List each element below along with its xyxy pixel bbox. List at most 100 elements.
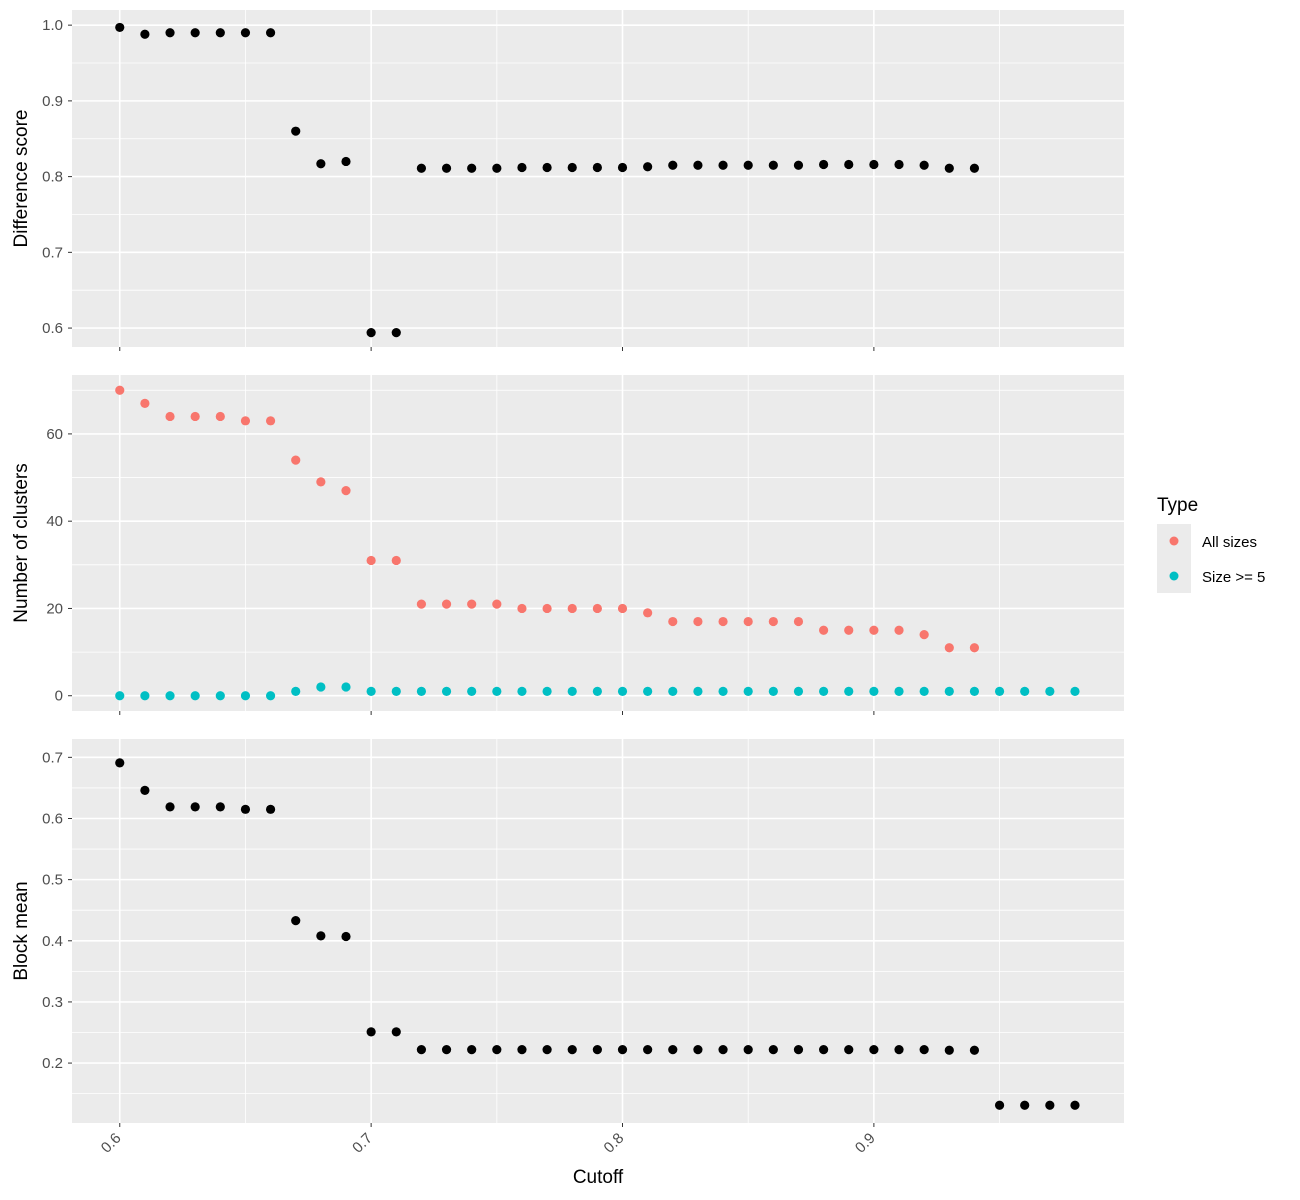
x-axis-title: Cutoff [573,1167,624,1188]
data-point [768,160,778,170]
data-point [567,603,577,614]
data-point [768,616,778,627]
data-point [743,160,753,170]
data-point [869,159,879,170]
y-tick-label: 0.2 [42,1055,63,1072]
data-point [793,686,804,696]
data-point [115,22,125,33]
data-point [291,686,301,696]
data-point [140,691,150,701]
data-point [693,616,703,627]
data-point [668,1045,678,1055]
data-point [819,1045,829,1055]
data-point [768,686,778,696]
data-point [944,1045,954,1055]
data-point [140,785,150,795]
data-point [467,686,477,696]
data-point [844,625,854,635]
data-point [366,686,376,696]
panel-background [72,10,1124,347]
data-point [944,686,954,696]
data-point [215,411,225,422]
y-tick-label: 0.7 [42,244,63,261]
data-point [215,691,225,701]
data-point [190,411,200,422]
data-point [240,691,251,701]
y-tick-label: 0.5 [42,872,63,889]
data-point [467,163,477,173]
data-point [391,555,401,566]
data-point [140,29,150,39]
data-point [416,163,427,173]
data-point [492,163,502,173]
data-point [341,682,351,692]
panel-background [72,375,1124,711]
data-point [567,1045,577,1055]
data-point [743,616,753,627]
y-tick-label: 0.9 [42,93,63,110]
data-point [819,625,829,635]
y-tick-label: 20 [46,600,63,617]
gridlines [72,739,1124,1123]
data-point [492,1045,502,1055]
x-tick-label: 0.9 [852,1130,879,1157]
legend-title: Type [1157,495,1198,516]
data-point [265,416,276,426]
data-point [919,686,929,696]
data-point [643,1045,653,1055]
series-size-5 [115,682,1080,701]
data-point [542,162,552,173]
data-point [165,802,175,812]
data-point [441,163,452,173]
data-point [994,1100,1005,1110]
data-point [291,916,301,926]
data-point [467,1045,477,1055]
x-axis [119,347,875,351]
data-point [969,163,980,173]
y-tick-label: 0.7 [42,749,63,766]
data-point [1070,1100,1080,1110]
data-point [869,1045,879,1055]
data-point [165,691,175,701]
data-point [894,1045,904,1055]
data-point [718,160,728,170]
y-tick-label: 0.6 [42,320,63,337]
data-point [366,1027,376,1037]
data-point [869,625,879,635]
y-axis-title: Difference score [11,110,32,248]
data-point [441,599,452,609]
data-point [1045,686,1055,696]
y-axis: 0.2 0.3 0.4 0.5 0.6 0.7 [42,749,72,1072]
data-point [115,691,125,701]
data-point [894,686,904,696]
data-point [542,603,552,614]
y-axis-title: Block mean [11,881,32,980]
data-point [366,555,376,566]
y-tick-label: 60 [46,426,63,443]
panel-difference-score: 0.6 0.7 0.8 0.9 1.0 Difference score [11,10,1124,351]
data-point [517,686,527,696]
y-tick-label: 0.6 [42,810,63,827]
data-point [894,159,904,170]
data-point [240,416,251,426]
data-point [341,486,351,496]
data-point [240,804,251,814]
data-point [265,691,276,701]
data-point [643,608,653,618]
data-point [366,328,376,338]
data-point [844,686,854,696]
data-point [617,603,628,614]
data-point [190,802,200,812]
panel-block-mean: 0.2 0.3 0.4 0.5 0.6 0.7 Block mean 0.6 0.7 0.8 0.9 [11,739,1124,1157]
data-point [567,686,577,696]
data-point [643,162,653,172]
data-point [919,1045,929,1055]
data-point [265,804,276,814]
y-tick-label: 0.4 [42,933,63,950]
y-tick-label: 0.8 [42,169,63,186]
gridlines [72,10,1124,347]
data-point [341,156,351,167]
data-point [592,603,602,614]
data-point [517,1045,527,1055]
data-point [416,686,427,696]
